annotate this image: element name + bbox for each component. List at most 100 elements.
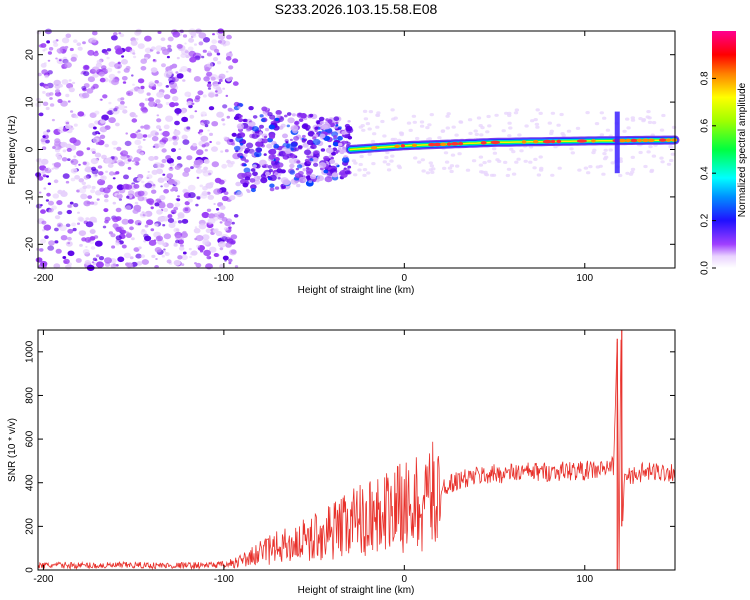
spectrogram-noise-blob bbox=[77, 211, 80, 214]
spectrogram-noise-blob bbox=[125, 184, 133, 190]
spectrogram-noise-blob bbox=[194, 43, 197, 46]
spectrogram-halo-blob bbox=[446, 112, 451, 116]
spectrogram-noise-blob bbox=[201, 191, 208, 196]
spectrogram-noise-blob bbox=[55, 89, 60, 94]
spectrogram-halo-blob bbox=[425, 126, 430, 130]
spectrogram-noise-blob bbox=[155, 235, 163, 242]
spectrogram-noise-blob bbox=[184, 42, 187, 45]
spectrogram-halo-blob bbox=[507, 121, 512, 125]
spectrogram-noise-blob bbox=[65, 93, 70, 98]
spectrogram-noise-blob bbox=[45, 106, 50, 111]
spectrogram-noise-blob bbox=[176, 198, 181, 202]
spectrogram-y-tick-label: 10 bbox=[25, 96, 36, 108]
spectrogram-transition-blob bbox=[263, 163, 269, 169]
spectrogram-halo-blob bbox=[599, 111, 604, 115]
spectrogram-noise-blob bbox=[67, 100, 71, 103]
spectrogram-transition-blob bbox=[268, 154, 275, 160]
spectrogram-halo-blob bbox=[569, 147, 574, 151]
spectrogram-hotspot bbox=[576, 139, 587, 143]
spectrogram-noise-blob bbox=[176, 43, 183, 49]
spectrogram-transition-blob bbox=[312, 144, 316, 148]
spectrogram-noise-blob bbox=[125, 205, 132, 210]
spectrogram-noise-blob bbox=[168, 76, 176, 83]
spectrogram-noise-blob bbox=[66, 209, 73, 215]
spectrogram-noise-blob bbox=[162, 207, 169, 213]
spectrogram-noise-blob bbox=[188, 38, 195, 43]
spectrogram-noise-blob bbox=[143, 124, 151, 130]
spectrogram-noise-blob bbox=[226, 52, 233, 58]
spectrogram-halo-blob bbox=[375, 125, 380, 129]
spectrogram-halo-blob bbox=[586, 171, 591, 175]
spectrogram-noise-blob bbox=[157, 177, 165, 183]
spectrogram-noise-blob bbox=[48, 47, 54, 51]
spectrogram-noise-blob bbox=[127, 92, 131, 95]
spectrogram-noise-blob bbox=[232, 58, 239, 64]
spectrogram-halo-blob bbox=[421, 169, 426, 173]
spectrogram-noise-blob bbox=[156, 82, 163, 87]
spectrogram-noise-blob bbox=[137, 145, 143, 149]
spectrogram-transition-blob bbox=[297, 145, 303, 149]
spectrogram-noise-blob bbox=[77, 111, 85, 117]
spectrogram-noise-blob bbox=[83, 175, 90, 180]
spectrogram-noise-blob bbox=[112, 201, 117, 205]
spectrogram-noise-blob bbox=[43, 224, 52, 231]
spectrogram-halo-blob bbox=[605, 128, 611, 132]
spectrogram-transition-blob bbox=[294, 147, 299, 152]
spectrogram-noise-blob bbox=[117, 226, 124, 232]
spectrogram-noise-blob bbox=[194, 110, 198, 113]
spectrogram-transition-blob bbox=[332, 147, 338, 152]
spectrogram-noise-blob bbox=[127, 166, 132, 170]
spectrogram-noise-blob bbox=[62, 173, 70, 179]
spectrogram-halo-blob bbox=[444, 160, 450, 164]
spectrogram-halo-blob bbox=[625, 117, 630, 121]
spectrogram-noise-blob bbox=[91, 261, 95, 264]
spectrogram-noise-blob bbox=[103, 194, 109, 199]
spectrogram-noise-blob bbox=[231, 132, 237, 137]
spectrogram-halo-blob bbox=[557, 166, 562, 170]
spectrogram-halo-blob bbox=[417, 160, 422, 164]
spectrogram-noise-blob bbox=[173, 243, 178, 247]
spectrogram-noise-blob bbox=[163, 182, 170, 188]
spectrogram-noise-blob bbox=[167, 137, 173, 142]
spectrogram-hotspot bbox=[394, 144, 400, 148]
spectrogram-halo-blob bbox=[588, 165, 593, 169]
spectrogram-transition-blob bbox=[341, 130, 347, 135]
spectrogram-noise-blob bbox=[222, 104, 228, 109]
snr-y-tick-label: 0 bbox=[25, 567, 36, 573]
spectrogram-noise-blob bbox=[207, 129, 210, 132]
spectrogram-noise-blob bbox=[66, 83, 74, 89]
spectrogram-halo-blob bbox=[419, 124, 425, 128]
colorbar-gradient bbox=[712, 31, 736, 268]
spectrogram-noise-blob bbox=[148, 101, 156, 107]
spectrogram-hotspot bbox=[446, 142, 452, 146]
spectrogram-transition-blob bbox=[281, 185, 286, 189]
spectrogram-noise-blob bbox=[182, 34, 188, 38]
spectrogram-halo-blob bbox=[641, 118, 647, 122]
spectrogram-noise-blob bbox=[126, 155, 133, 160]
colorbar-tick-label: 0.4 bbox=[700, 166, 711, 180]
spectrogram-halo-blob bbox=[630, 118, 636, 122]
spectrogram-transition-blob bbox=[253, 179, 261, 185]
spectrogram-halo-blob bbox=[534, 122, 540, 126]
spectrogram-noise-blob bbox=[222, 87, 226, 90]
spectrogram-noise-blob bbox=[140, 66, 147, 71]
spectrogram-hotspot bbox=[490, 140, 500, 145]
spectrogram-noise-blob bbox=[43, 187, 47, 190]
spectrogram-transition-blob bbox=[323, 155, 330, 161]
spectrogram-noise-blob bbox=[218, 73, 226, 80]
spectrogram-noise-blob bbox=[57, 98, 63, 104]
spectrogram-noise-blob bbox=[224, 149, 229, 153]
spectrogram-halo-blob bbox=[602, 152, 607, 156]
spectrogram-hotspot bbox=[400, 144, 405, 148]
spectrogram-noise-blob bbox=[44, 74, 49, 79]
spectrogram-noise-blob bbox=[193, 228, 201, 234]
spectrogram-noise-blob bbox=[40, 238, 46, 244]
spectrogram-transition-blob bbox=[275, 110, 282, 115]
spectrogram-noise-blob bbox=[195, 168, 203, 174]
spectrogram-noise-blob bbox=[155, 99, 161, 104]
spectrogram-noise-blob bbox=[142, 138, 146, 141]
spectrogram-transition-blob bbox=[312, 136, 317, 140]
spectrogram-noise-blob bbox=[186, 155, 193, 161]
spectrogram-transition-blob bbox=[314, 151, 318, 155]
